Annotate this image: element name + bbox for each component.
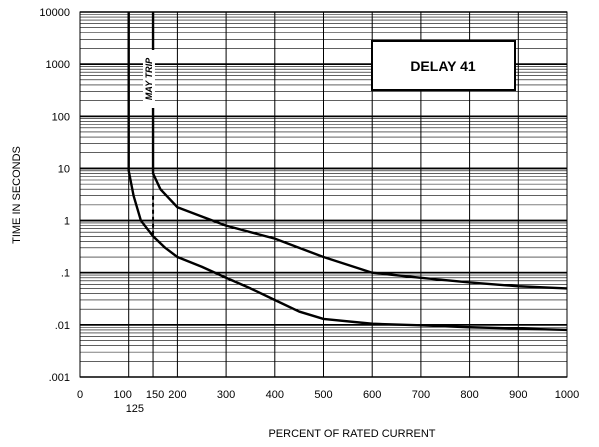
x-tick-label: 800 [460, 389, 478, 401]
series-1-curve [151, 12, 568, 290]
y-tick-label: 1000 [46, 59, 70, 71]
may-trip-annotation: MAY TRIP [142, 50, 155, 108]
y-tick-label: 100 [52, 111, 70, 123]
plot-frame [79, 11, 568, 378]
y-tick-label: 10000 [39, 7, 70, 19]
x-tick-label: 300 [217, 389, 235, 401]
x-tick-label: 400 [266, 389, 284, 401]
x-tick-label: 600 [363, 389, 381, 401]
y-tick-label: 10 [58, 163, 70, 175]
delay-annotation-box [371, 40, 516, 91]
x-tick-label-secondary: 125 [126, 403, 144, 415]
x-tick-label: 200 [168, 389, 186, 401]
series-layer [127, 12, 568, 332]
x-tick-label: 1000 [555, 389, 579, 401]
y-axis-label: TIME IN SECONDS [11, 146, 23, 244]
series-0-curve [127, 12, 568, 332]
x-tick-label: 500 [314, 389, 332, 401]
x-tick-label: 150 [146, 389, 164, 401]
x-tick-label: 0 [77, 389, 83, 401]
may-trip-label-background [142, 50, 155, 108]
delay-annotation-label: DELAY 41 [410, 58, 476, 74]
may-trip-label: MAY TRIP [144, 57, 154, 100]
y-tick-label: .001 [49, 372, 70, 384]
delay-annotation: DELAY 41 [371, 40, 516, 91]
x-axis-label: PERCENT OF RATED CURRENT [268, 428, 435, 440]
x-tick-label: 100 [114, 389, 132, 401]
x-axis-tick-labels: 0 100 150 200 300 400 500 600 700 800 900 1000 125 [77, 389, 579, 415]
x-tick-label: 700 [412, 389, 430, 401]
x-tick-label: 900 [509, 389, 527, 401]
y-tick-label: 1 [64, 216, 70, 228]
y-axis-tick-labels: .001 .01 .1 1 10 100 1000 10000 [39, 7, 70, 384]
y-tick-label: .1 [61, 268, 70, 280]
y-tick-label: .01 [55, 320, 70, 332]
